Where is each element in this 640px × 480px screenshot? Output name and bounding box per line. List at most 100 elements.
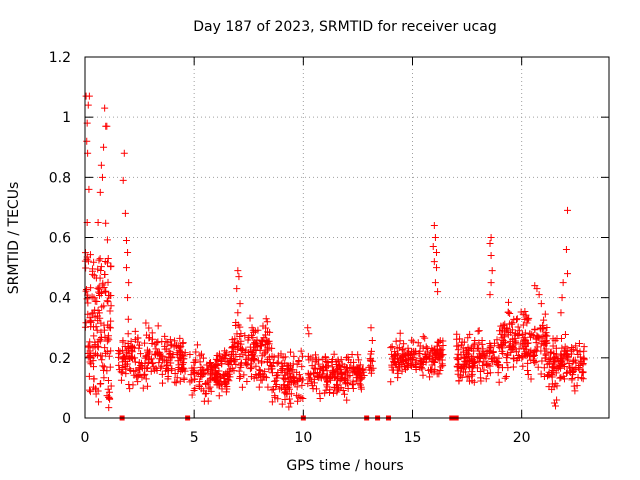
data-point	[285, 403, 293, 411]
data-point	[562, 369, 570, 377]
data-point	[514, 323, 522, 331]
data-point	[329, 368, 337, 376]
data-point	[506, 309, 514, 317]
data-point	[290, 352, 298, 360]
data-point	[263, 339, 271, 347]
data-point	[104, 385, 112, 393]
data-point	[97, 161, 105, 169]
data-point	[503, 350, 511, 358]
data-point	[526, 349, 534, 357]
data-point	[388, 366, 396, 374]
data-point	[105, 393, 113, 401]
data-point	[294, 397, 302, 405]
data-point	[222, 352, 230, 360]
data-point	[406, 350, 414, 358]
data-point	[512, 348, 520, 356]
data-point	[574, 350, 582, 358]
data-point	[176, 334, 184, 342]
data-point	[367, 350, 375, 358]
data-point	[419, 333, 427, 341]
data-point	[572, 342, 580, 350]
data-point	[285, 383, 293, 391]
data-point	[289, 360, 297, 368]
data-point	[336, 363, 344, 371]
data-point	[172, 379, 180, 387]
data-point	[218, 360, 226, 368]
data-point	[458, 338, 466, 346]
chart-title: Day 187 of 2023, SRMTID for receiver uca…	[193, 19, 496, 35]
data-point	[269, 385, 277, 393]
data-point	[86, 388, 94, 396]
data-point	[357, 375, 365, 383]
data-point	[495, 354, 503, 362]
data-point	[214, 362, 222, 370]
data-point	[252, 339, 260, 347]
data-point	[501, 320, 509, 328]
data-point	[125, 279, 133, 287]
data-point	[348, 381, 356, 389]
data-point	[367, 362, 375, 370]
data-point	[334, 356, 342, 364]
data-point	[419, 359, 427, 367]
data-point	[238, 383, 246, 391]
data-point	[493, 336, 501, 344]
data-point	[221, 379, 229, 387]
data-point	[222, 388, 230, 396]
data-point	[387, 378, 395, 386]
data-point	[566, 368, 574, 376]
data-point	[499, 350, 507, 358]
data-point	[121, 343, 129, 351]
data-point	[323, 367, 331, 375]
data-point	[513, 315, 521, 323]
data-point	[439, 342, 447, 350]
data-point	[468, 370, 476, 378]
data-point	[101, 257, 109, 265]
data-point	[342, 364, 350, 372]
data-point	[522, 352, 530, 360]
data-point	[227, 358, 235, 366]
data-point	[82, 287, 90, 295]
data-point	[97, 379, 105, 387]
data-point	[262, 315, 270, 323]
data-point	[330, 350, 338, 358]
data-point	[520, 344, 528, 352]
data-point	[540, 373, 548, 381]
data-point	[468, 372, 476, 380]
data-point	[412, 360, 420, 368]
data-point	[264, 337, 272, 345]
data-point	[218, 385, 226, 393]
data-point	[507, 348, 515, 356]
data-point	[164, 372, 172, 380]
data-point	[153, 339, 161, 347]
y-tick-label: 1	[62, 110, 71, 126]
data-point	[453, 362, 461, 370]
data-point	[237, 363, 245, 371]
data-point	[475, 327, 483, 335]
data-point	[423, 345, 431, 353]
data-point	[180, 376, 188, 384]
data-point	[483, 360, 491, 368]
data-point	[356, 361, 364, 369]
data-point	[475, 357, 483, 365]
data-point	[576, 365, 584, 373]
data-point	[181, 349, 189, 357]
data-point	[521, 329, 529, 337]
data-point	[117, 368, 125, 376]
data-point	[100, 302, 108, 310]
data-point	[147, 367, 155, 375]
data-point	[534, 363, 542, 371]
y-tick-label: 0	[62, 411, 71, 427]
data-point	[137, 350, 145, 358]
data-point	[310, 364, 318, 372]
data-point	[229, 350, 237, 358]
data-point	[94, 265, 102, 273]
data-point	[220, 378, 228, 386]
data-point	[255, 383, 263, 391]
data-point	[207, 358, 215, 366]
data-point	[558, 294, 566, 302]
data-point	[305, 330, 313, 338]
data-point	[559, 372, 567, 380]
data-point	[435, 350, 443, 358]
data-point	[433, 249, 441, 257]
data-point	[186, 378, 194, 386]
